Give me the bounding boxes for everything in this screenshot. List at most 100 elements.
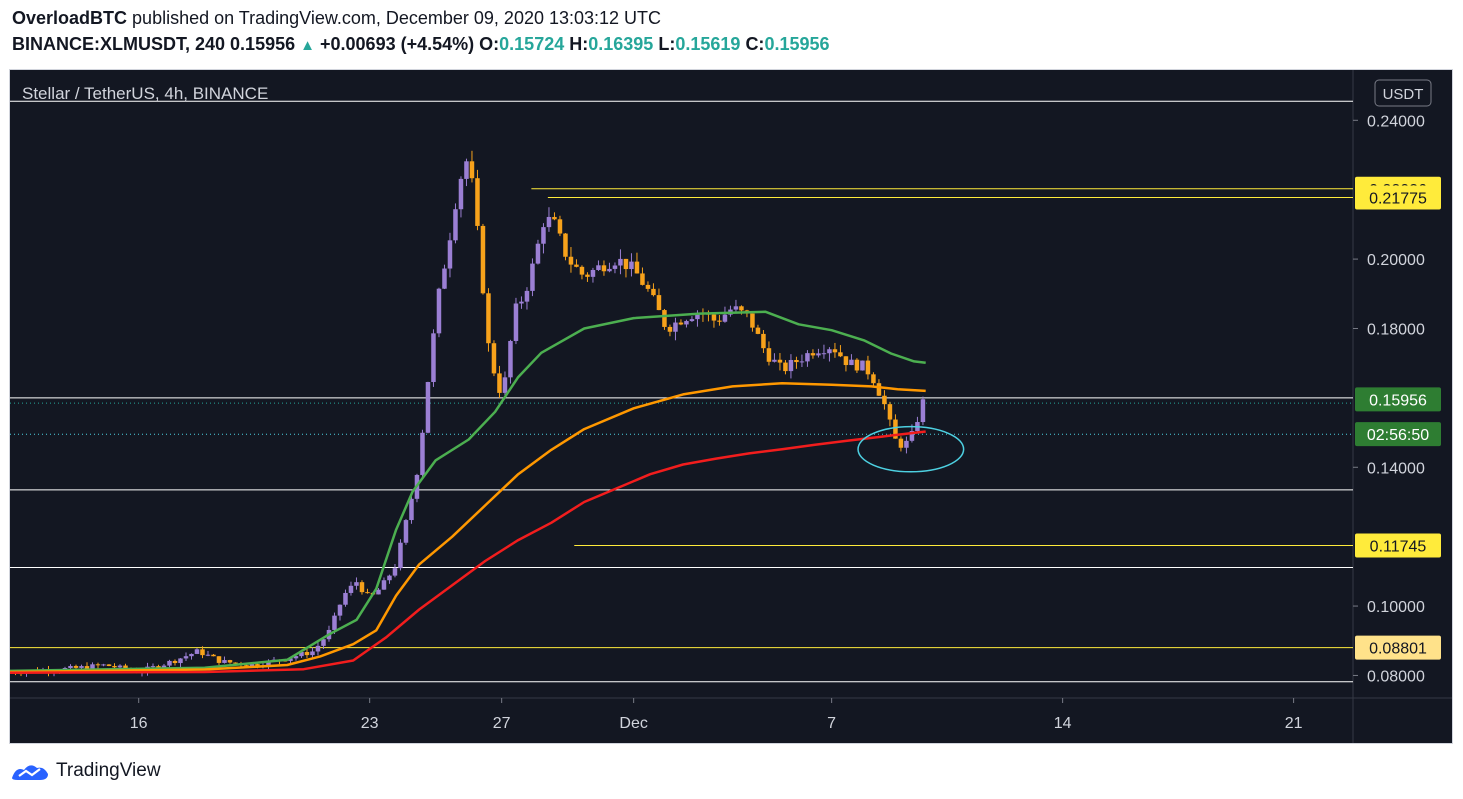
candle-body [689,319,695,322]
currency-badge [1374,79,1432,107]
candle-body [909,431,915,441]
candle-body [563,233,568,257]
candle-body [84,666,90,670]
candle-body [568,256,574,265]
candle-body [607,268,612,272]
candle-body [656,295,662,311]
candle-body [623,258,629,270]
candle-body [392,568,398,576]
price-badge [1355,635,1441,660]
close-label: C: [745,34,765,54]
candle-body [106,664,112,667]
candle-body [447,240,453,269]
candle-body [860,360,865,371]
candle-body [805,353,810,362]
candle-body [816,353,821,356]
candle-body [464,161,469,179]
y-tick-label: 0.10000 [1367,599,1425,616]
candle-body [678,322,684,325]
candle-body [376,589,381,595]
y-tick-label: 0.08000 [1367,668,1425,685]
candle-body [403,520,409,543]
candle-body [673,322,678,332]
candle-body [480,225,486,294]
high-value: 0.16395 [588,34,654,54]
candle-body [854,359,860,371]
candle-body [871,374,876,384]
candle-body [469,161,475,179]
candle-body [590,269,596,277]
author-name[interactable]: OverloadBTC [12,8,128,28]
candle-body [453,209,458,241]
candle-body [508,340,513,378]
symbol-info: BINANCE:XLMUSDT, 240 0.15956 ▲ +0.00693 … [12,34,830,55]
candle-body [612,265,618,269]
candle-body [711,314,717,321]
candle-body [255,664,260,667]
candle-body [810,353,816,356]
candle-body [194,649,200,654]
candle-body [832,349,838,353]
candle-body [486,293,491,344]
candle-body [79,666,84,668]
candle-body [579,266,585,275]
candle-body [557,219,563,234]
candle-body [442,268,447,289]
candle-body [233,662,238,664]
candle-body [172,660,178,664]
candle-body [150,666,156,668]
candle-body [189,653,194,657]
candle-body [585,274,590,277]
candle-body [546,216,552,228]
candle-body [321,639,326,646]
ma-fast-line [10,310,926,673]
candle-body [266,660,271,666]
candle-body [574,264,579,267]
candle-body [772,359,777,362]
up-triangle-icon: ▲ [300,37,315,54]
price-badge [1355,422,1441,447]
ma-slow-line [10,430,926,674]
candle-body [618,258,623,266]
candle-body [502,377,508,393]
candle-body [513,303,519,341]
candle-body [304,652,310,656]
candle-body [524,290,530,302]
footer-brand: TradingView [56,760,161,781]
candle-body [601,265,607,272]
candle-body [68,665,73,668]
x-tick-label: 23 [361,715,379,732]
candle-body [156,666,161,669]
candle-body [458,178,464,210]
price-chart[interactable]: Stellar / TetherUS, 4h, BINANCE 0.24000 0.… [10,70,1452,743]
candle-body [205,654,211,656]
candle-body [876,383,882,396]
candle-body [211,654,216,657]
candle-body [365,592,370,594]
candle-body [838,352,843,357]
candle-body [183,656,189,659]
candle-body [634,261,640,274]
candle-body [227,660,233,663]
price-badge [1355,533,1441,558]
candle-body [332,615,337,630]
candle-body [667,326,673,332]
annotation-circle [857,425,965,473]
candle-body [222,660,227,663]
chart-panel[interactable]: Stellar / TetherUS, 4h, BINANCE 0.24000 0.… [9,69,1453,744]
candle-body [783,362,788,372]
candle-body [898,438,904,448]
y-tick-label: 0.24000 [1367,113,1425,130]
candle-body [409,498,414,521]
x-tick-label: 27 [493,715,511,732]
ma-mid-line [10,382,926,674]
candle-body [750,313,755,328]
candle-body [843,356,849,366]
x-tick-label: 14 [1054,715,1072,732]
price-badge [1355,185,1441,210]
candle-body [645,284,651,289]
x-tick-label: 16 [130,715,148,732]
candle-body [244,665,249,667]
candle-body [640,273,645,285]
candle-body [541,227,546,244]
